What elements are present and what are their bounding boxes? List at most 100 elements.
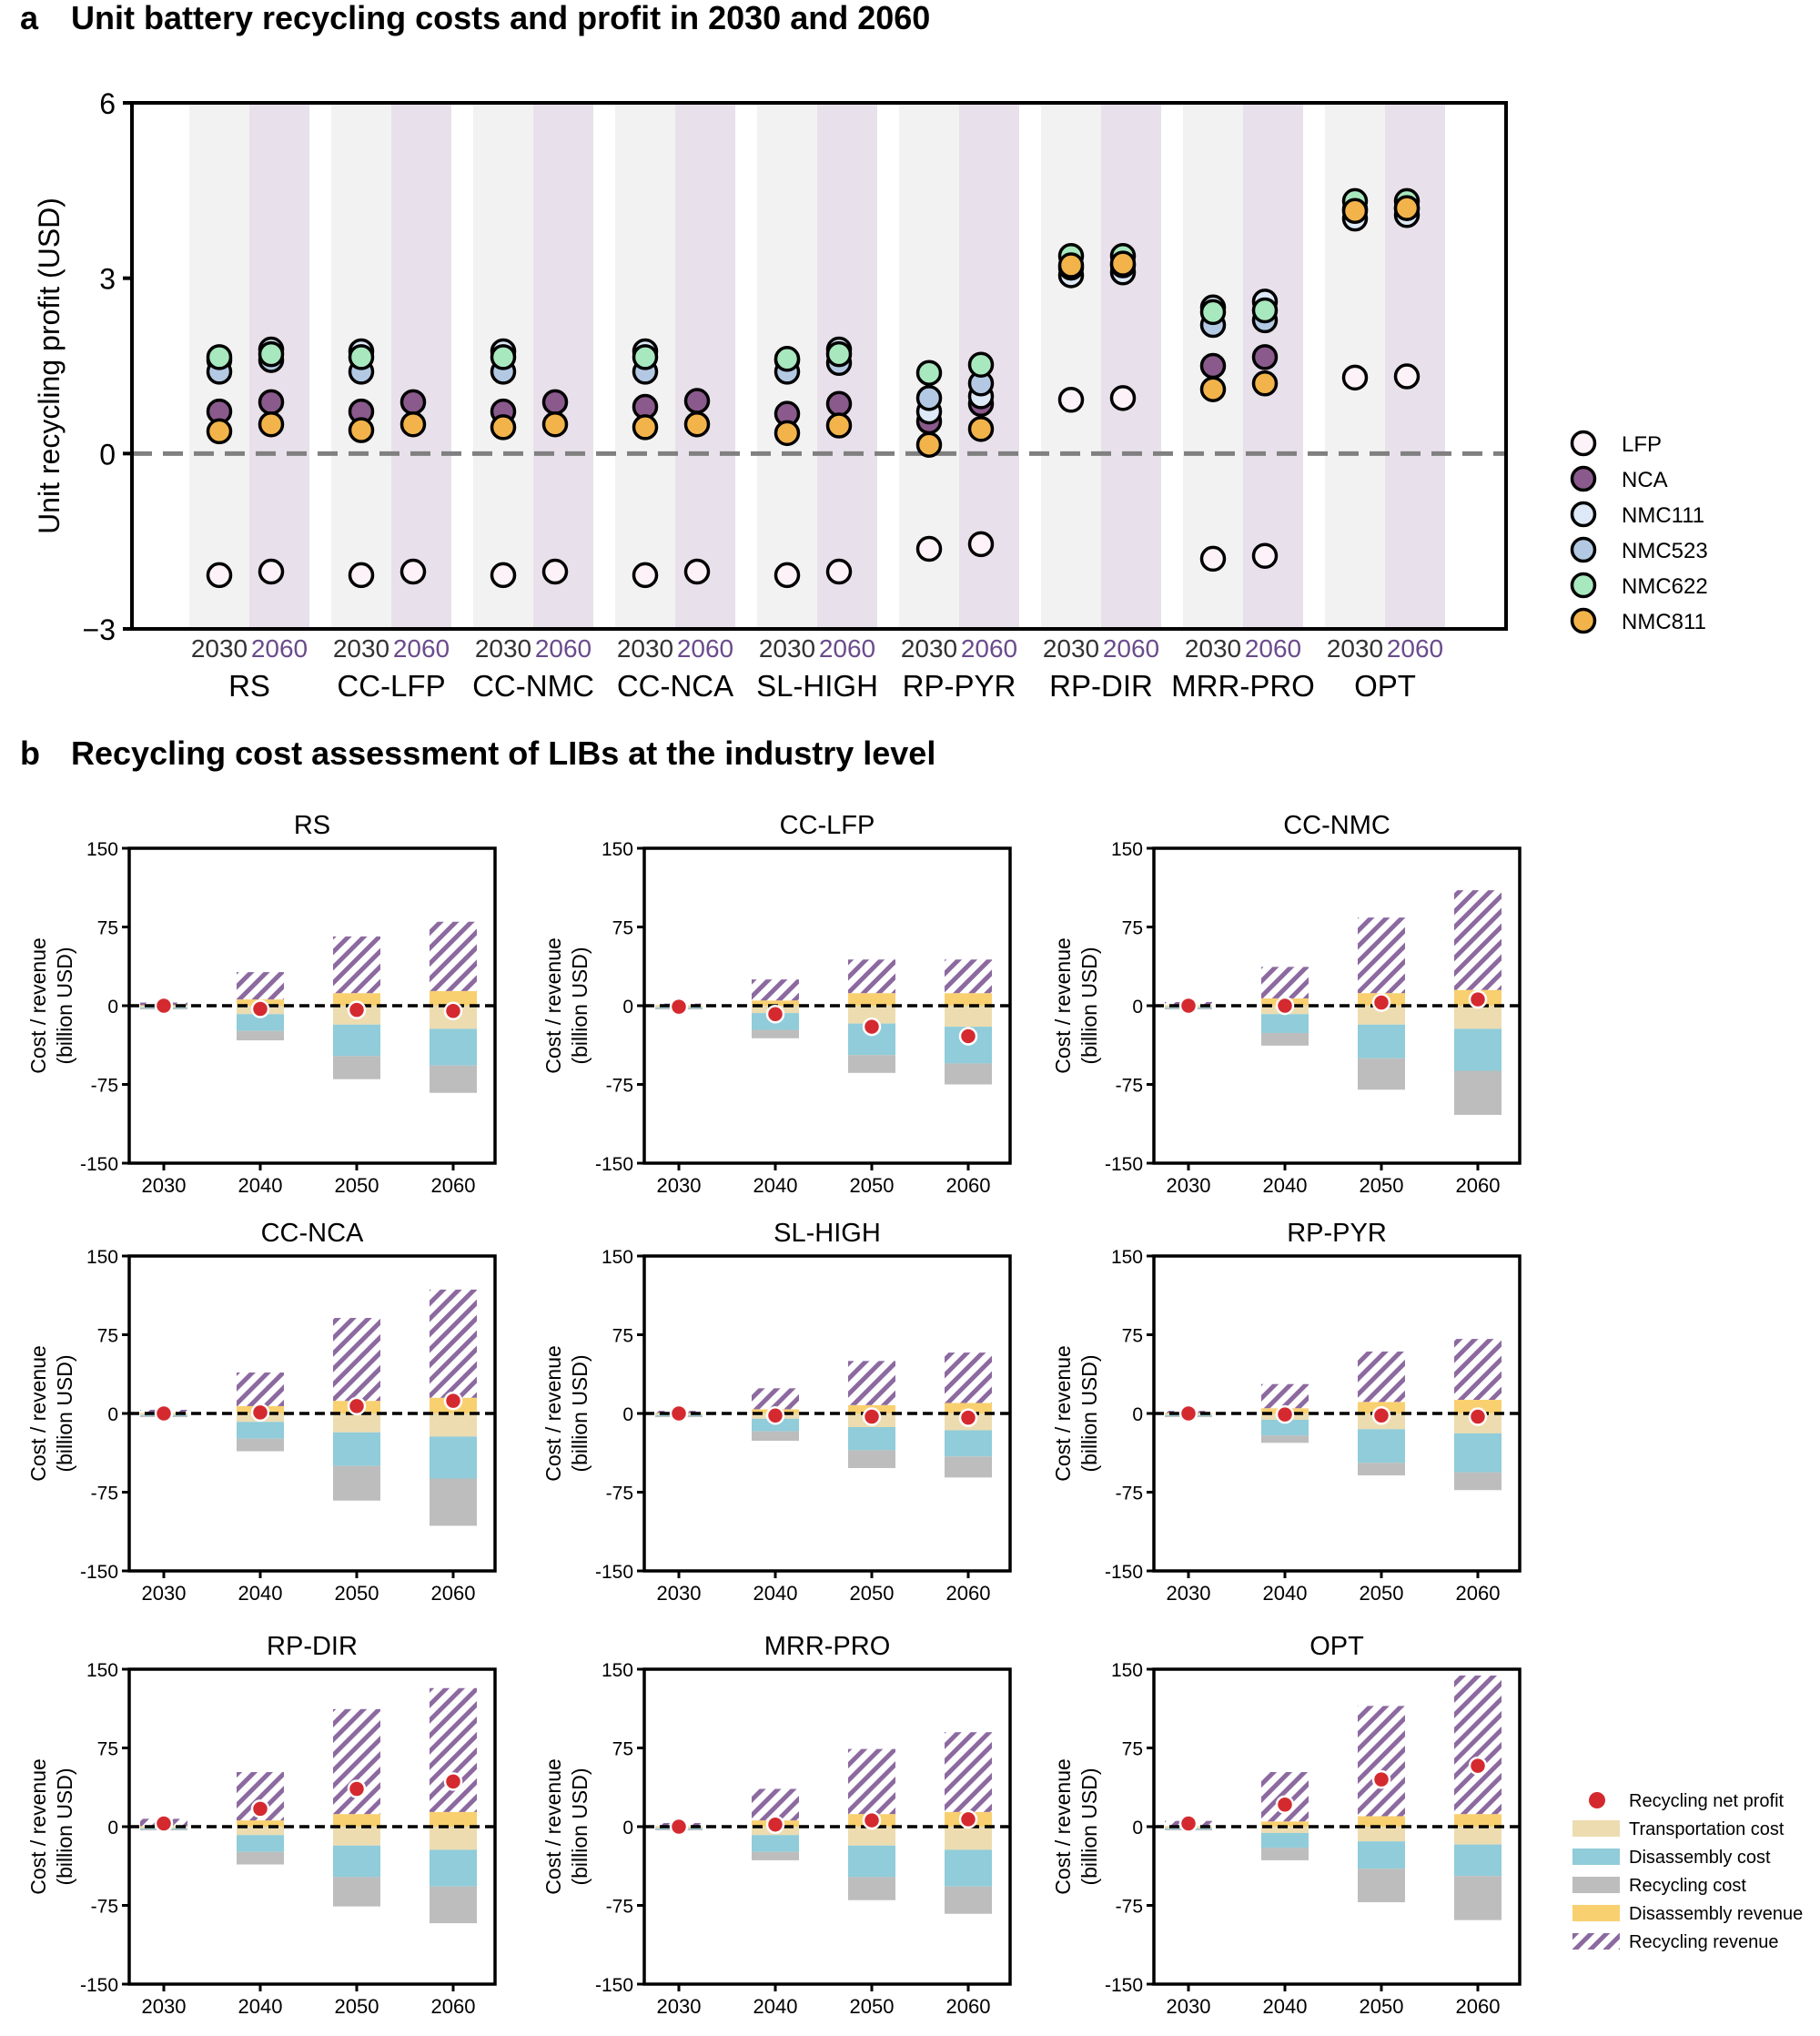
y-tick-label: -150 (80, 1562, 118, 1583)
bar-disassembly-2060 (430, 1028, 477, 1066)
bar-transport-2040 (237, 1827, 284, 1836)
x-tick-label: 2030 (1167, 1174, 1211, 1197)
point-LFP-2030-CC-LFP (348, 562, 375, 589)
bar-disassembly-2040 (752, 1835, 799, 1852)
y-label-line2: (billion USD) (53, 947, 76, 1064)
net-profit-point-2040 (765, 1004, 785, 1024)
net-profit-point-2060 (958, 1408, 978, 1427)
y-tick-label: 0 (107, 997, 118, 1018)
bar-dis-revenue-2060 (430, 1811, 477, 1827)
x-tick-label: 2030 (142, 1995, 187, 2018)
y-tick-label: 150 (1111, 1247, 1143, 1268)
bar-dis-revenue-2050 (848, 993, 895, 1006)
bar-disassembly-2050 (333, 1024, 380, 1057)
x-tick-label: 2030 (1167, 1582, 1211, 1605)
bar-rec-revenue-2060 (1454, 890, 1502, 990)
y-label-line1: Cost / revenue (541, 937, 565, 1074)
bg-2060-OPT (1385, 103, 1445, 629)
scenario-label-CC-LFP: CC-LFP (337, 669, 445, 703)
bar-dis-revenue-2040 (237, 1820, 284, 1827)
y-tick-label: 150 (86, 839, 118, 860)
x-tick-label: 2060 (946, 1174, 991, 1197)
y-label-line1: Cost / revenue (541, 1758, 565, 1895)
x-tick-label: 2030 (142, 1582, 187, 1605)
bar-recycling-2040 (1261, 1848, 1309, 1860)
point-NMC811-2030-CC-NMC (490, 414, 517, 441)
bar-recycling-2040 (1261, 1032, 1309, 1046)
x-tick-label: 2040 (238, 1582, 283, 1605)
panel-b-subplots: RS 150 75 0 -75 -150 2030 2040 2050 2060 Cost / re… (26, 811, 1522, 2018)
net-profit-point-2040 (1275, 1795, 1295, 1815)
point-NMC811-2060-CC-NCA (683, 410, 711, 438)
point-NMC811-2060-RP-DIR (1109, 250, 1137, 277)
bar-recycling-2060 (1454, 1472, 1502, 1491)
y-label-line1: Cost / revenue (26, 937, 50, 1074)
y-label-line2: (billion USD) (568, 1354, 592, 1472)
bar-dis-revenue-2060 (945, 993, 992, 1006)
bar-transport-2060 (945, 1006, 992, 1028)
scenario-label-RP-DIR: RP-DIR (1049, 669, 1153, 703)
bar-rec-revenue-2060 (945, 959, 992, 994)
subplot-title: OPT (1309, 1632, 1364, 1661)
net-profit-point-2030 (154, 996, 174, 1016)
bar-recycling-2040 (237, 1030, 284, 1041)
bar-recycling-2060 (430, 1886, 477, 1924)
legend-marker-NMC523 (1570, 536, 1597, 563)
subplot-title: RP-PYR (1287, 1219, 1387, 1248)
bar-rec-revenue-2060 (430, 1289, 477, 1398)
bar-transport-2050 (1358, 1827, 1405, 1842)
net-profit-point-2050 (1371, 1406, 1391, 1425)
point-NCA-2060-CC-LFP (399, 389, 427, 416)
x-tick-label: 2040 (238, 1174, 283, 1197)
net-profit-point-2060 (958, 1809, 978, 1829)
point-LFP-2060-SL-HIGH (825, 558, 853, 585)
subplot-RP-DIR: RP-DIR 150 75 0 -75 -150 2030 2040 2050 2060 Cost … (26, 1632, 497, 2018)
net-profit-point-2030 (669, 1403, 689, 1423)
y-tick-label: 150 (1111, 839, 1143, 860)
bg-2030-RP-DIR (1041, 103, 1101, 629)
subplot-title: SL-HIGH (774, 1219, 881, 1248)
bar-rec-revenue-2050 (333, 936, 380, 994)
y-tick-label: 0 (1132, 1818, 1143, 1838)
panel-a-letter: a (20, 0, 39, 36)
x-tick-label: 2060 (1456, 1995, 1501, 2018)
panel-a-y-label: Unit recycling profit (USD) (33, 198, 66, 534)
point-LFP-2060-RS (258, 558, 285, 585)
point-NMC811-2030-MRR-PRO (1199, 376, 1227, 402)
legend-swatch (1572, 1849, 1620, 1865)
bar-disassembly-2040 (237, 1014, 284, 1031)
y-tick-label: -75 (91, 1897, 118, 1918)
x-tick-label: 2050 (850, 1995, 895, 2018)
bar-rec-revenue-2060 (945, 1352, 992, 1403)
bg-2060-RP-DIR (1101, 103, 1161, 629)
y-tick-label: -75 (606, 1484, 633, 1504)
point-NMC622-2030-CC-NMC (490, 344, 517, 370)
bar-rec-revenue-2060 (945, 1732, 992, 1812)
x-tick-label: 2050 (335, 1582, 379, 1605)
subplot-RS: RS 150 75 0 -75 -150 2030 2040 2050 2060 Cost / re… (26, 811, 497, 1197)
point-LFP-2060-RP-DIR (1109, 385, 1137, 411)
y-tick-label: -150 (80, 1975, 118, 1996)
net-profit-point-2040 (1275, 996, 1295, 1016)
x-tick-2060: 2060 (1103, 634, 1159, 663)
legend-swatch (1572, 1905, 1620, 1921)
bar-rec-revenue-2050 (333, 1318, 380, 1402)
subplot-title: MRR-PRO (764, 1632, 891, 1661)
bg-2060-CC-NCA (675, 103, 735, 629)
y-label-line1: Cost / revenue (1051, 937, 1075, 1074)
x-tick-label: 2040 (1263, 1582, 1308, 1605)
point-LFP-2060-CC-LFP (399, 558, 427, 585)
legend-label: Recycling net profit (1629, 1791, 1785, 1811)
x-tick-2030: 2030 (191, 634, 248, 663)
x-tick-label: 2040 (238, 1995, 283, 2018)
bar-disassembly-2060 (945, 1430, 992, 1457)
bar-transport-2060 (945, 1827, 992, 1850)
y-tick-label: 0 (107, 1404, 118, 1425)
point-NMC622-2060-MRR-PRO (1251, 297, 1279, 324)
y-label-line1: Cost / revenue (1051, 1345, 1075, 1482)
point-NMC811-2030-RS (206, 418, 233, 445)
point-NMC811-2060-CC-NMC (541, 410, 569, 438)
bar-recycling-2050 (1358, 1869, 1405, 1903)
x-tick-2030: 2030 (1327, 634, 1383, 663)
net-profit-point-2040 (1275, 1404, 1295, 1424)
